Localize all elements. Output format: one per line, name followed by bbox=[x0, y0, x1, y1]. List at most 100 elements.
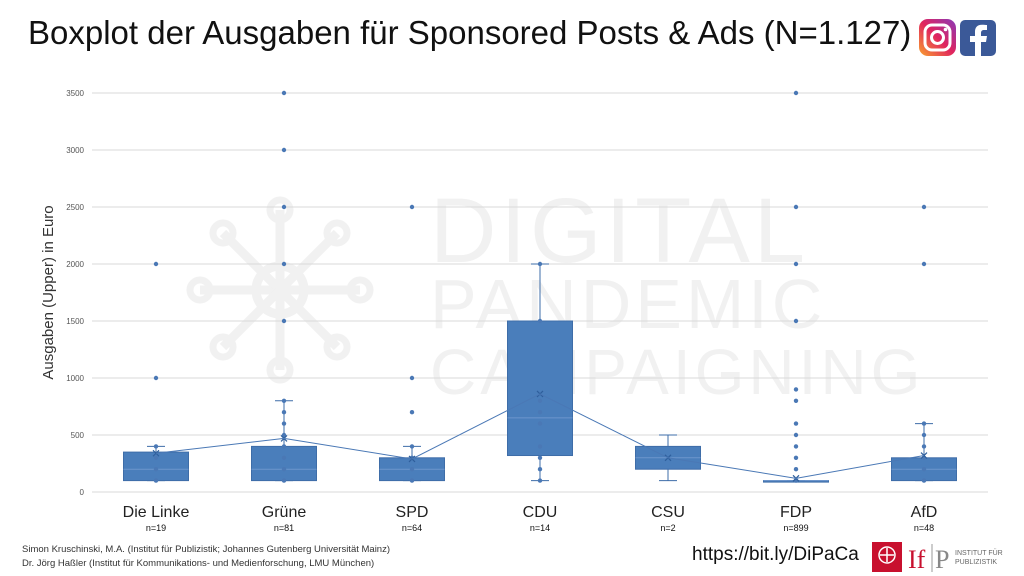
box-group-3 bbox=[379, 204, 445, 483]
category-label: SPD bbox=[396, 504, 429, 521]
footer-author-2: Dr. Jörg Haßler (Institut für Kommunikat… bbox=[22, 558, 375, 569]
category-label: CDU bbox=[523, 504, 558, 521]
data-point bbox=[409, 467, 415, 472]
data-point bbox=[153, 455, 159, 460]
box-group-1 bbox=[123, 261, 189, 483]
y-axis-label: Ausgaben (Upper) in Euro bbox=[40, 205, 57, 379]
data-point bbox=[281, 444, 287, 449]
data-point bbox=[537, 467, 543, 472]
data-point bbox=[281, 410, 287, 415]
footer-author-1: Simon Kruschinski, M.A. (Institut für Pu… bbox=[22, 544, 391, 555]
watermark-network-icon bbox=[186, 196, 374, 384]
data-point bbox=[281, 261, 287, 267]
data-point bbox=[409, 375, 415, 381]
social-logos bbox=[919, 19, 996, 56]
institute-logo-if: If bbox=[908, 545, 926, 574]
data-point bbox=[537, 410, 543, 415]
count-label: n=899 bbox=[783, 523, 808, 533]
data-point bbox=[793, 90, 799, 96]
data-point bbox=[153, 478, 159, 483]
footer-url[interactable]: https://bit.ly/DiPaCa bbox=[692, 544, 859, 565]
data-point bbox=[281, 204, 287, 210]
data-point bbox=[793, 467, 799, 472]
data-point bbox=[281, 432, 287, 438]
mean-line bbox=[155, 393, 925, 479]
y-tick-label: 3500 bbox=[66, 89, 84, 98]
y-tick-label: 2000 bbox=[66, 260, 84, 269]
y-tick-label: 2500 bbox=[66, 203, 84, 212]
data-point bbox=[537, 421, 543, 426]
data-point bbox=[281, 147, 287, 153]
data-point bbox=[153, 261, 159, 267]
y-tick-label: 3000 bbox=[66, 146, 84, 155]
data-point bbox=[793, 444, 799, 449]
data-point bbox=[537, 478, 543, 483]
y-tick-label: 1500 bbox=[66, 317, 84, 326]
footer-authors: Simon Kruschinski, M.A. (Institut für Pu… bbox=[22, 543, 390, 571]
data-point bbox=[537, 318, 543, 324]
data-point bbox=[537, 444, 543, 449]
y-tick-label: 0 bbox=[80, 488, 85, 497]
category-label: Grüne bbox=[262, 504, 307, 521]
box-group-4 bbox=[507, 261, 573, 483]
page-title: Boxplot der Ausgaben für Sponsored Posts… bbox=[28, 14, 912, 51]
box-group-2 bbox=[251, 90, 317, 483]
category-label: AfD bbox=[911, 504, 938, 521]
data-point bbox=[793, 455, 799, 460]
data-point bbox=[409, 478, 415, 483]
data-point bbox=[537, 455, 543, 460]
instagram-icon bbox=[919, 19, 956, 56]
data-point bbox=[281, 421, 287, 426]
institute-logo-p: P bbox=[935, 545, 949, 574]
data-point bbox=[793, 318, 799, 324]
count-label: n=2 bbox=[660, 523, 675, 533]
data-point bbox=[409, 410, 415, 415]
data-point bbox=[281, 478, 287, 483]
institute-name-1: INSTITUT FÜR bbox=[955, 549, 1003, 557]
box-group-6 bbox=[763, 90, 829, 483]
institute-name-2: PUBLIZISTIK bbox=[955, 559, 997, 566]
y-tick-label: 500 bbox=[71, 431, 85, 440]
count-label: n=19 bbox=[146, 523, 166, 533]
facebook-icon bbox=[960, 20, 996, 56]
data-point bbox=[153, 375, 159, 381]
data-point bbox=[793, 387, 799, 392]
data-point bbox=[793, 432, 799, 438]
data-point bbox=[409, 204, 415, 210]
data-point bbox=[921, 261, 927, 267]
category-label: CSU bbox=[651, 504, 685, 521]
box-group-7 bbox=[891, 204, 957, 483]
data-point bbox=[409, 444, 415, 449]
data-point bbox=[281, 467, 287, 472]
count-label: n=81 bbox=[274, 523, 294, 533]
data-point bbox=[921, 444, 927, 449]
data-point bbox=[281, 398, 287, 403]
data-point bbox=[281, 455, 287, 460]
university-seal-icon bbox=[872, 542, 902, 572]
data-point bbox=[921, 478, 927, 483]
data-point bbox=[793, 398, 799, 403]
data-point bbox=[153, 444, 159, 449]
box bbox=[507, 320, 573, 457]
count-label: n=14 bbox=[530, 523, 550, 533]
institute-logo: If P INSTITUT FÜR PUBLIZISTIK bbox=[872, 542, 1003, 574]
data-point bbox=[537, 398, 543, 403]
data-point bbox=[921, 204, 927, 210]
category-label: Die Linke bbox=[123, 504, 190, 521]
data-point bbox=[537, 261, 543, 267]
count-label: n=48 bbox=[914, 523, 934, 533]
data-point bbox=[281, 90, 287, 96]
data-point bbox=[921, 432, 927, 438]
watermark-word: PANDEMIC bbox=[430, 265, 826, 343]
data-point bbox=[793, 421, 799, 426]
data-point bbox=[921, 467, 927, 472]
category-label: FDP bbox=[780, 504, 812, 521]
data-point bbox=[793, 204, 799, 210]
data-point bbox=[921, 421, 927, 426]
count-label: n=64 bbox=[402, 523, 422, 533]
box bbox=[251, 445, 317, 482]
boxplot-chart: 0 500 1000 1500 2000 2500 3000 3500 Ausgaben (Up… bbox=[40, 89, 988, 533]
y-tick-label: 1000 bbox=[66, 374, 84, 383]
watermark-word: DIGITAL bbox=[430, 180, 809, 282]
